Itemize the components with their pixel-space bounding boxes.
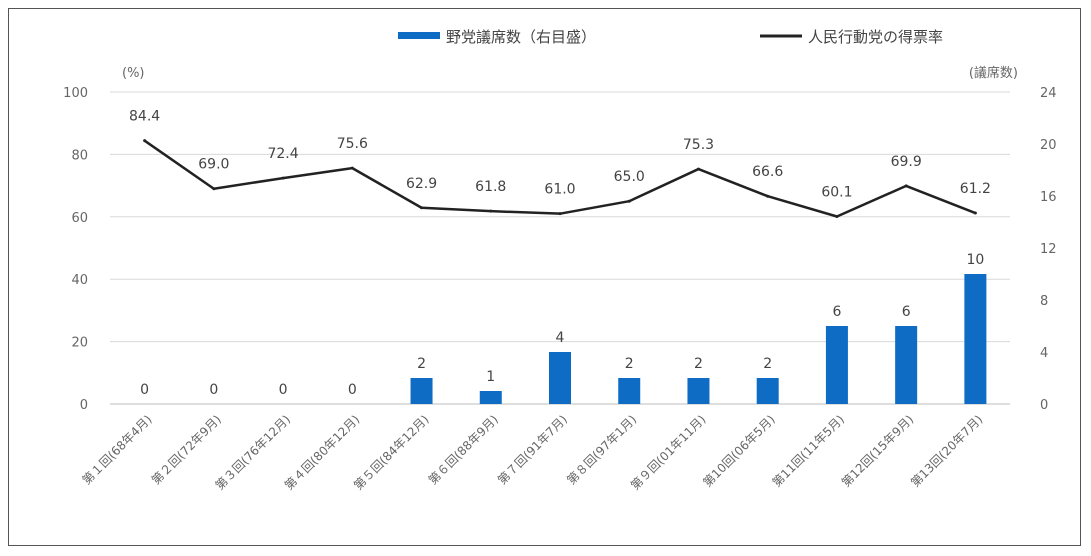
bar [964, 274, 987, 404]
category-label: 第11回(11年5月) [770, 412, 847, 489]
left-axis-tick-label: 20 [71, 336, 88, 351]
line-data-label: 84.4 [129, 109, 160, 125]
category-label: 第７回(91年7月) [495, 412, 570, 487]
bar [618, 378, 641, 404]
left-axis-tick-label: 60 [71, 211, 88, 226]
bar-data-label: 2 [694, 356, 703, 372]
category-label: 第６回(88年9月) [426, 412, 501, 487]
line-point [558, 212, 562, 216]
category-label: 第13回(20年7月) [908, 412, 985, 489]
bar [825, 326, 848, 404]
bar-data-label: 2 [417, 356, 426, 372]
right-axis-tick-label: 4 [1040, 346, 1048, 361]
line-series [143, 139, 977, 218]
line-point [627, 199, 631, 203]
category-label: 第２回(72年9月) [149, 412, 224, 487]
category-label: 第10回(06年5月) [700, 412, 777, 489]
line-data-label: 62.9 [406, 176, 437, 192]
line-data-label: 69.9 [891, 154, 922, 170]
bar-data-label: 0 [140, 382, 149, 398]
bar [687, 378, 710, 404]
right-axis-unit: (議席数) [969, 65, 1018, 81]
legend-swatch-bar [398, 32, 440, 39]
bar [410, 378, 433, 404]
line-data-label: 61.0 [544, 182, 575, 198]
line-data-label: 65.0 [614, 169, 645, 185]
bar [479, 391, 502, 404]
left-axis-tick-label: 0 [80, 398, 88, 413]
bar-series [410, 274, 987, 404]
right-axis-tick-label: 16 [1040, 190, 1057, 205]
right-axis-tick-label: 20 [1040, 138, 1057, 153]
bar-data-label: 2 [763, 356, 772, 372]
data-labels: 0 0 0 0 2 1 4 2 2 2 6 6 10 84.4 69.0 72.4 75.6 62.9 61.8 61… [129, 109, 991, 398]
category-label: 第９回(01年11月) [628, 412, 709, 493]
legend: 野党議席数（右目盛） 人民行動党の得票率 [398, 28, 943, 46]
category-label: 第４回(80年12月) [282, 412, 363, 493]
category-label: 第３回(76年12月) [213, 412, 294, 493]
line-point [973, 211, 977, 215]
bar-data-label: 1 [486, 369, 495, 385]
bar-data-label: 0 [348, 382, 357, 398]
bar-data-label: 6 [832, 304, 841, 320]
category-label: 第８回(97年1月) [564, 412, 639, 487]
left-axis-tick-label: 100 [63, 86, 88, 101]
legend-label-bar: 野党議席数（右目盛） [446, 28, 596, 46]
line-point [766, 194, 770, 198]
line-point [281, 176, 285, 180]
legend-label-line: 人民行動党の得票率 [808, 28, 943, 46]
line-data-label: 69.0 [198, 157, 229, 173]
bar [549, 352, 571, 404]
left-axis-unit: (%) [122, 66, 145, 81]
right-axis-tick-label: 12 [1040, 242, 1057, 257]
category-label: 第１回(68年4月) [80, 412, 155, 487]
chart-frame [8, 8, 1081, 546]
bar-data-label: 10 [966, 252, 984, 268]
line-point [489, 209, 493, 213]
line-point [212, 187, 216, 191]
bar-data-label: 4 [556, 330, 565, 346]
grid-lines [110, 91, 1010, 405]
left-axis-tick-label: 80 [71, 148, 88, 163]
right-axis-tick-label: 0 [1040, 398, 1048, 413]
category-label: 第５回(84年12月) [351, 412, 432, 493]
left-axis-tick-label: 40 [71, 273, 88, 288]
right-axis-tick-label: 8 [1040, 294, 1048, 309]
line-data-label: 61.2 [960, 181, 991, 197]
line-data-label: 60.1 [821, 184, 852, 200]
bar-data-label: 0 [209, 382, 218, 398]
line-point [696, 167, 700, 171]
line-data-label: 75.6 [337, 136, 368, 152]
bar-data-label: 6 [902, 304, 911, 320]
line-point [350, 166, 354, 170]
line-data-label: 66.6 [752, 164, 783, 180]
line-data-label: 75.3 [683, 137, 714, 153]
category-label: 第12回(15年9月) [839, 412, 916, 489]
line-data-label: 61.8 [475, 179, 506, 195]
line-point [420, 206, 424, 210]
line-point [904, 184, 908, 188]
bar-data-label: 2 [625, 356, 634, 372]
bar-data-label: 0 [279, 382, 288, 398]
bar [756, 378, 779, 404]
line-data-label: 72.4 [267, 146, 298, 162]
bar [895, 326, 918, 404]
right-axis-tick-label: 24 [1040, 86, 1057, 101]
line-point [143, 139, 147, 143]
line-point [835, 214, 839, 218]
